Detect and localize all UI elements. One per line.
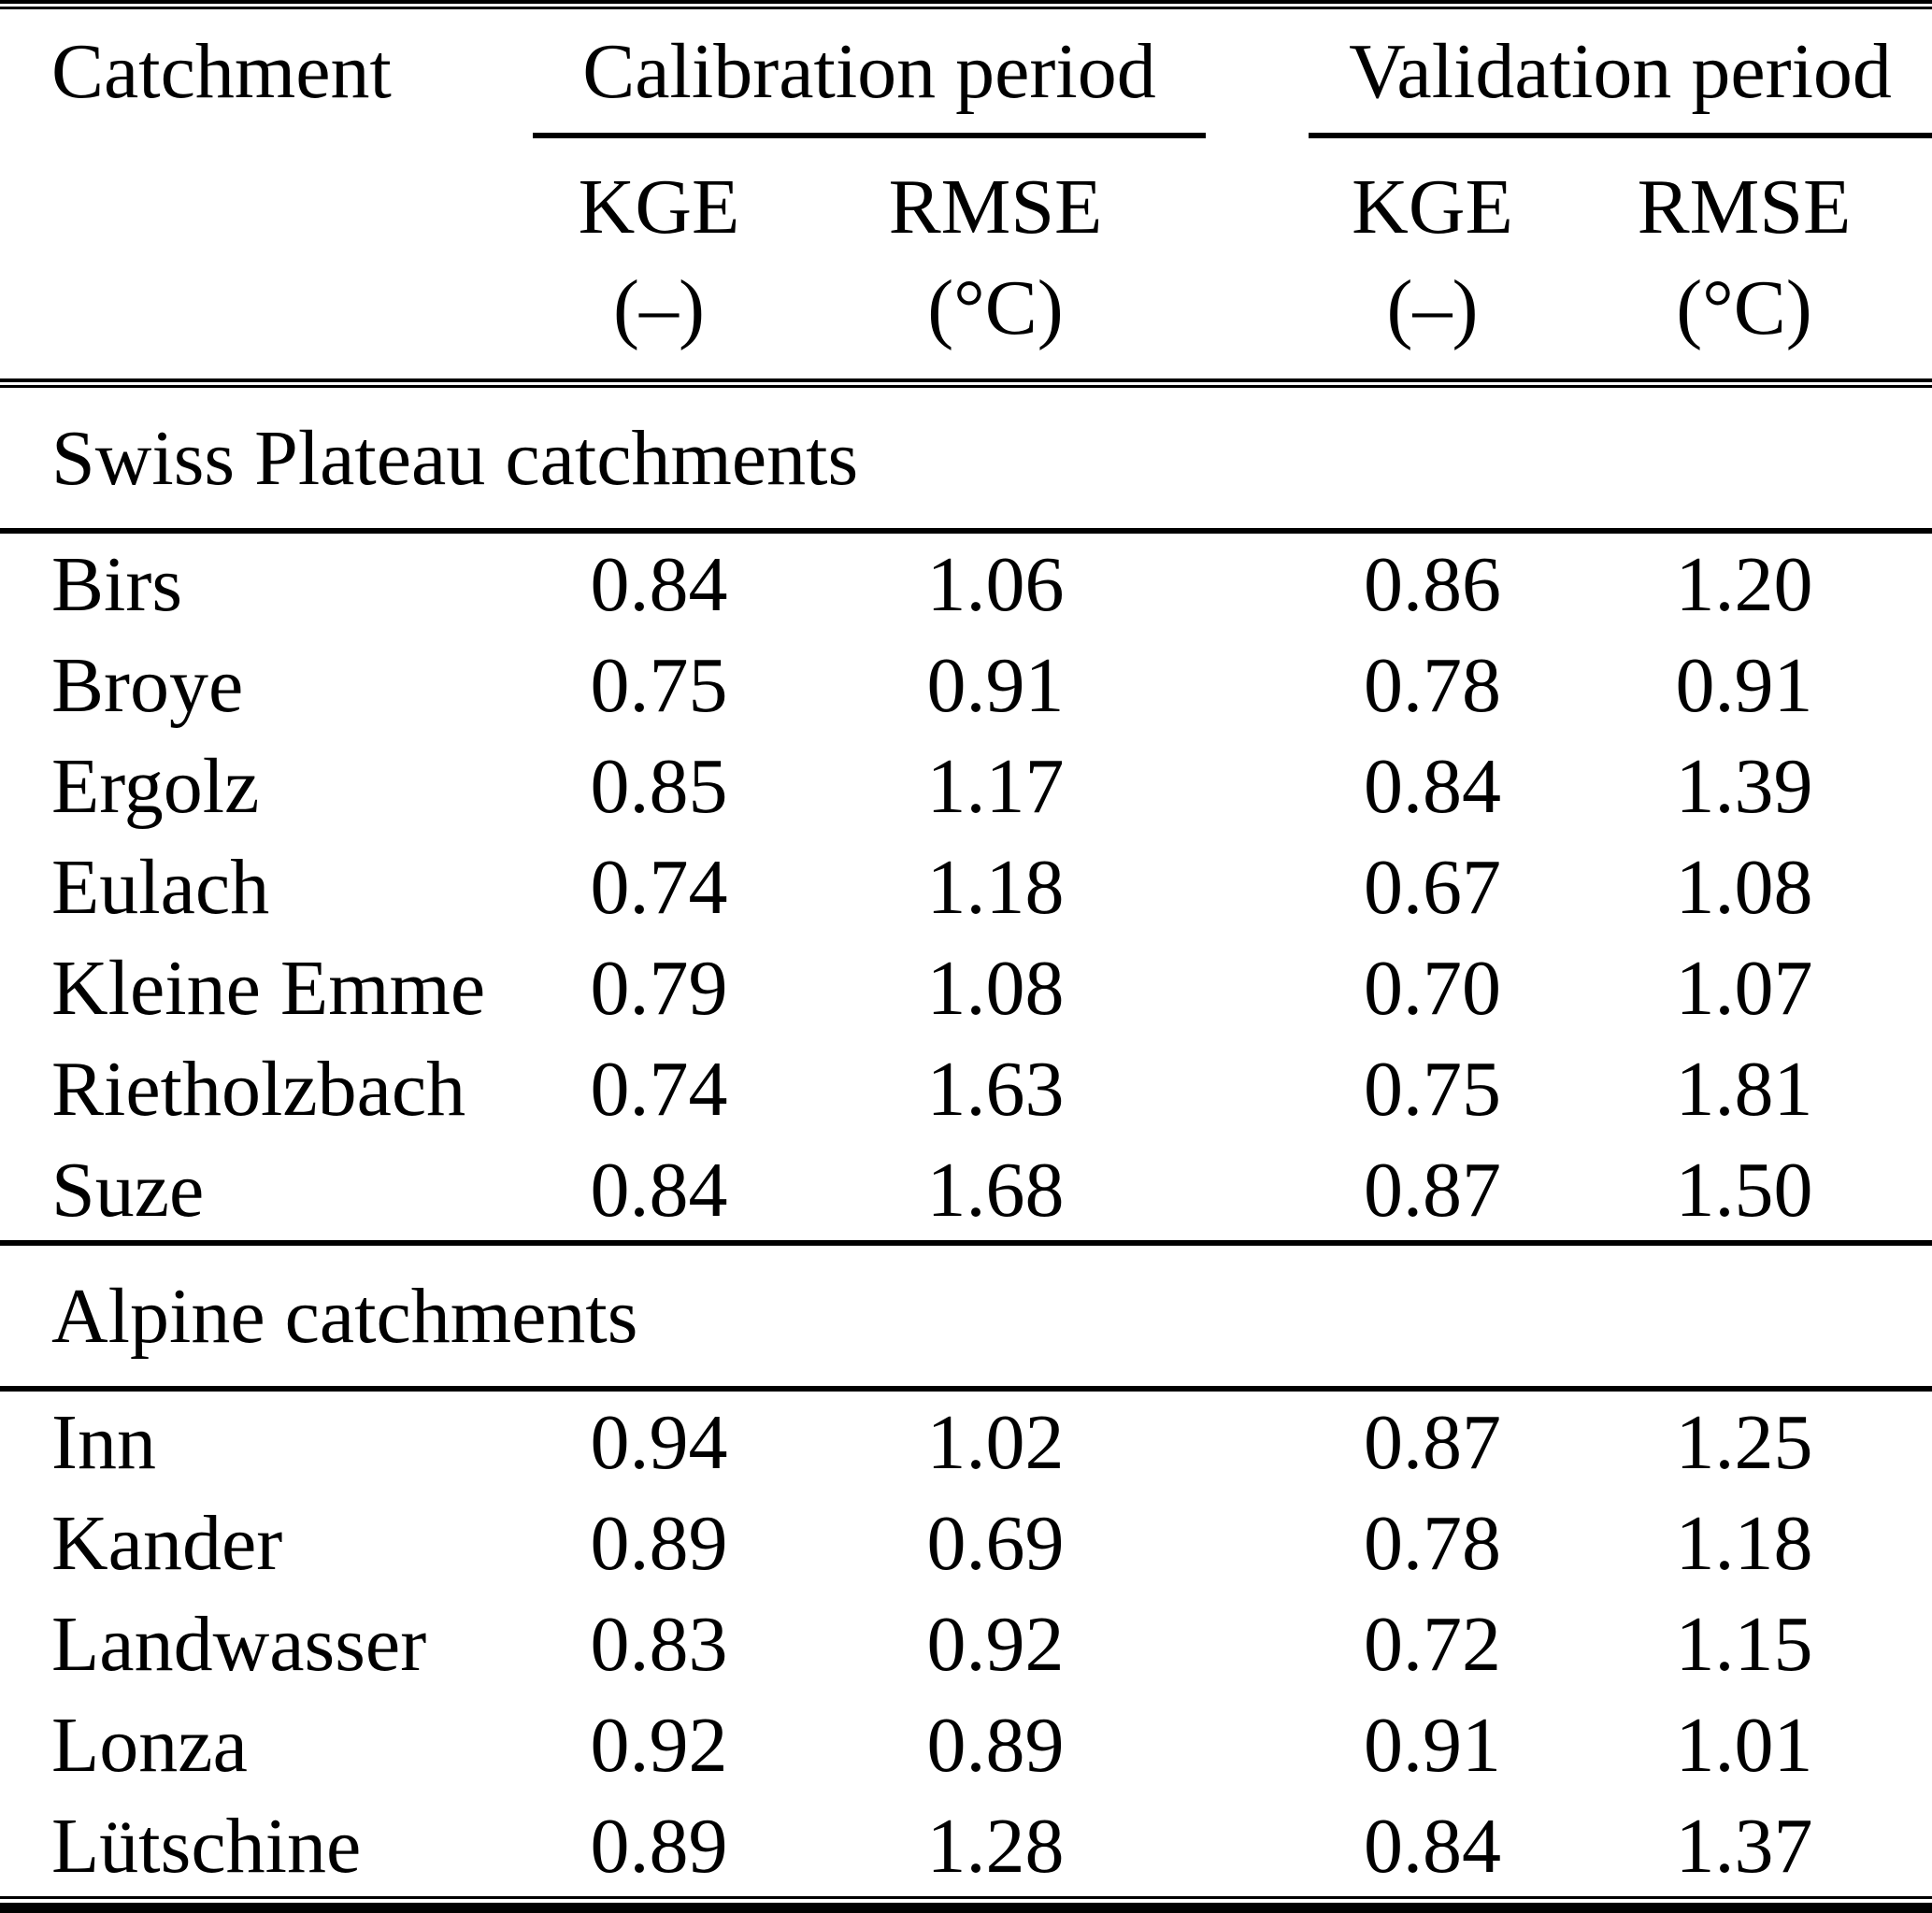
header-row-metrics: KGE (–) RMSE (°C) KGE (–) RMSE (°C) <box>0 138 1932 378</box>
cal-rmse-value: 0.92 <box>926 1600 1065 1688</box>
column-header-val-rmse: RMSE (°C) <box>1556 138 1932 378</box>
unit-label: (–) <box>1386 264 1479 351</box>
group-underline-row <box>0 133 1932 138</box>
section-rule <box>0 528 1932 534</box>
table-row: Birs 0.84 1.06 0.86 1.20 <box>0 534 1932 635</box>
section-rule <box>0 1386 1932 1392</box>
catchment-name: Lütschine <box>51 1802 362 1890</box>
header-row-groups: Catchment Calibration period Validation … <box>0 9 1932 133</box>
val-rmse-value: 1.08 <box>1675 843 1813 931</box>
column-group-validation: Validation period <box>1349 27 1892 115</box>
val-rmse-value: 1.37 <box>1675 1802 1813 1890</box>
val-rmse-value: 1.39 <box>1675 742 1813 830</box>
unit-label: (°C) <box>1676 264 1812 351</box>
cal-rmse-value: 0.91 <box>926 641 1065 729</box>
cal-kge-value: 0.74 <box>590 1045 728 1133</box>
table-row: Landwasser 0.83 0.92 0.72 1.15 <box>0 1593 1932 1694</box>
cal-rmse-value: 1.63 <box>926 1045 1065 1133</box>
val-kge-value: 0.70 <box>1364 944 1501 1032</box>
cal-rmse-value: 1.18 <box>926 843 1065 931</box>
unit-label: (°C) <box>927 264 1064 351</box>
val-kge-value: 0.91 <box>1364 1701 1501 1789</box>
cal-kge-value: 0.94 <box>590 1398 728 1486</box>
cal-kge-value: 0.75 <box>590 641 728 729</box>
val-kge-value: 0.87 <box>1364 1146 1501 1234</box>
table-row: Lonza 0.92 0.89 0.91 1.01 <box>0 1694 1932 1795</box>
val-rmse-value: 1.07 <box>1675 944 1813 1032</box>
val-rmse-value: 1.01 <box>1675 1701 1813 1789</box>
catchment-name: Suze <box>51 1146 205 1234</box>
column-group-calibration: Calibration period <box>582 27 1156 115</box>
val-rmse-value: 1.20 <box>1675 540 1813 628</box>
table-row: Suze 0.84 1.68 0.87 1.50 <box>0 1139 1932 1240</box>
catchment-name: Ergolz <box>51 742 260 830</box>
val-kge-value: 0.86 <box>1364 540 1501 628</box>
val-rmse-value: 0.91 <box>1675 641 1813 729</box>
catchment-name: Eulach <box>51 843 270 931</box>
table-row: Broye 0.75 0.91 0.78 0.91 <box>0 635 1932 735</box>
catchment-name: Birs <box>51 540 183 628</box>
section-rows-swiss-plateau: Birs 0.84 1.06 0.86 1.20 Broye 0.75 0.91… <box>0 534 1932 1240</box>
val-rmse-value: 1.25 <box>1675 1398 1813 1486</box>
column-header-val-kge: KGE (–) <box>1309 138 1556 378</box>
cal-kge-value: 0.84 <box>590 540 728 628</box>
val-kge-value: 0.87 <box>1364 1398 1501 1486</box>
cal-rmse-value: 0.69 <box>926 1499 1065 1587</box>
val-kge-value: 0.72 <box>1364 1600 1501 1688</box>
section-header-swiss-plateau: Swiss Plateau catchments <box>51 414 859 502</box>
column-header-cal-rmse: RMSE (°C) <box>785 138 1206 378</box>
catchment-name: Kander <box>51 1499 283 1587</box>
val-kge-value: 0.78 <box>1364 641 1501 729</box>
column-header-catchment: Catchment <box>51 27 392 115</box>
val-kge-value: 0.78 <box>1364 1499 1501 1587</box>
cal-kge-value: 0.85 <box>590 742 728 830</box>
table-row: Kleine Emme 0.79 1.08 0.70 1.07 <box>0 937 1932 1038</box>
val-rmse-value: 1.50 <box>1675 1146 1813 1234</box>
top-rule <box>0 0 1932 9</box>
validation-underline <box>1309 133 1932 138</box>
cal-rmse-value: 0.89 <box>926 1701 1065 1789</box>
cal-rmse-value: 1.08 <box>926 944 1065 1032</box>
bottom-rule <box>0 1896 1932 1913</box>
catchment-name: Landwasser <box>51 1600 427 1688</box>
catchment-name: Kleine Emme <box>51 944 486 1032</box>
cal-rmse-value: 1.17 <box>926 742 1065 830</box>
catchment-name: Lonza <box>51 1701 248 1789</box>
val-kge-value: 0.67 <box>1364 843 1501 931</box>
cal-kge-value: 0.89 <box>590 1499 728 1587</box>
cal-rmse-value: 1.68 <box>926 1146 1065 1234</box>
column-header-cal-kge: KGE (–) <box>533 138 785 378</box>
val-rmse-value: 1.81 <box>1675 1045 1813 1133</box>
catchment-name: Broye <box>51 641 244 729</box>
cal-kge-value: 0.83 <box>590 1600 728 1688</box>
calibration-underline <box>533 133 1206 138</box>
section-header-alpine: Alpine catchments <box>51 1272 638 1360</box>
val-kge-value: 0.84 <box>1364 1802 1501 1890</box>
val-rmse-value: 1.15 <box>1675 1600 1813 1688</box>
section-rule <box>0 1240 1932 1246</box>
cal-kge-value: 0.84 <box>590 1146 728 1234</box>
val-rmse-value: 1.18 <box>1675 1499 1813 1587</box>
table-row: Ergolz 0.85 1.17 0.84 1.39 <box>0 735 1932 836</box>
cal-rmse-value: 1.28 <box>926 1802 1065 1890</box>
val-kge-value: 0.84 <box>1364 742 1501 830</box>
section-rows-alpine: Inn 0.94 1.02 0.87 1.25 Kander 0.89 0.69… <box>0 1392 1932 1896</box>
cal-rmse-value: 1.02 <box>926 1398 1065 1486</box>
cal-kge-value: 0.92 <box>590 1701 728 1789</box>
header-bottom-rule <box>0 378 1932 388</box>
cal-kge-value: 0.79 <box>590 944 728 1032</box>
table-row: Rietholzbach 0.74 1.63 0.75 1.81 <box>0 1038 1932 1139</box>
table-row: Lütschine 0.89 1.28 0.84 1.37 <box>0 1795 1932 1896</box>
unit-label: (–) <box>613 264 705 351</box>
cal-kge-value: 0.89 <box>590 1802 728 1890</box>
cal-kge-value: 0.74 <box>590 843 728 931</box>
table-row: Kander 0.89 0.69 0.78 1.18 <box>0 1492 1932 1593</box>
table-row: Inn 0.94 1.02 0.87 1.25 <box>0 1392 1932 1492</box>
val-kge-value: 0.75 <box>1364 1045 1501 1133</box>
catchment-name: Inn <box>51 1398 156 1486</box>
table-row: Eulach 0.74 1.18 0.67 1.08 <box>0 836 1932 937</box>
cal-rmse-value: 1.06 <box>926 540 1065 628</box>
catchment-name: Rietholzbach <box>51 1045 466 1133</box>
